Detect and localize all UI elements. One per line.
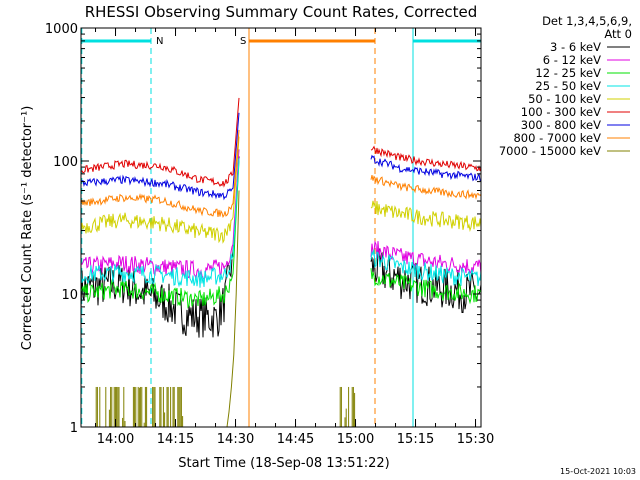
series-line <box>80 129 482 219</box>
legend-label: 50 - 100 keV <box>528 92 601 106</box>
legend-label: 6 - 12 keV <box>543 53 601 67</box>
legend-label: 7000 - 15000 keV <box>499 144 601 158</box>
series-line <box>226 190 240 428</box>
legend-label: 800 - 7000 keV <box>513 131 601 145</box>
series-line <box>80 112 482 201</box>
y-tick-label: 100 <box>53 155 78 170</box>
legend-label: 12 - 25 keV <box>535 66 601 80</box>
series-line <box>80 160 482 309</box>
legend-header-1: Det 1,3,4,5,6,9, <box>542 14 632 28</box>
series-line <box>80 156 482 338</box>
y-tick-label: 1000 <box>45 22 78 37</box>
interval-label: N <box>156 36 163 47</box>
chart-title: RHESSI Observing Summary Count Rates, Co… <box>85 3 478 21</box>
axis-ticks: 1 10 100 1000 14:00 14:15 14:30 14:45 15:00 15:15… <box>45 22 494 447</box>
series-line <box>80 158 482 288</box>
plot-frame <box>80 27 482 428</box>
x-tick-label: 14:15 <box>157 432 194 447</box>
x-axis-label: Start Time (18-Sep-08 13:51:22) <box>178 456 389 471</box>
x-tick-label: 14:45 <box>277 432 314 447</box>
legend-header-2: Att 0 <box>604 27 632 41</box>
series-line <box>80 97 482 188</box>
legend-label: 300 - 800 keV <box>521 118 601 132</box>
legend-label: 100 - 300 keV <box>521 105 601 119</box>
legend-label: 25 - 50 keV <box>535 79 601 93</box>
x-tick-label: 14:30 <box>217 432 254 447</box>
x-tick-label: 15:15 <box>397 432 434 447</box>
legend-label: 3 - 6 keV <box>550 40 601 54</box>
x-tick-label: 15:30 <box>457 432 494 447</box>
x-tick-label: 15:00 <box>337 432 374 447</box>
y-tick-label: 10 <box>61 288 78 303</box>
y-axis-label: Corrected Count Rate (s⁻¹ detector⁻¹) <box>20 106 35 351</box>
y-tick-label: 1 <box>70 421 78 436</box>
series-line <box>80 136 482 244</box>
x-tick-label: 14:00 <box>97 432 134 447</box>
data-series <box>80 97 482 428</box>
interval-label: S <box>240 36 246 47</box>
generation-timestamp: 15-Oct-2021 10:03 <box>560 467 636 476</box>
